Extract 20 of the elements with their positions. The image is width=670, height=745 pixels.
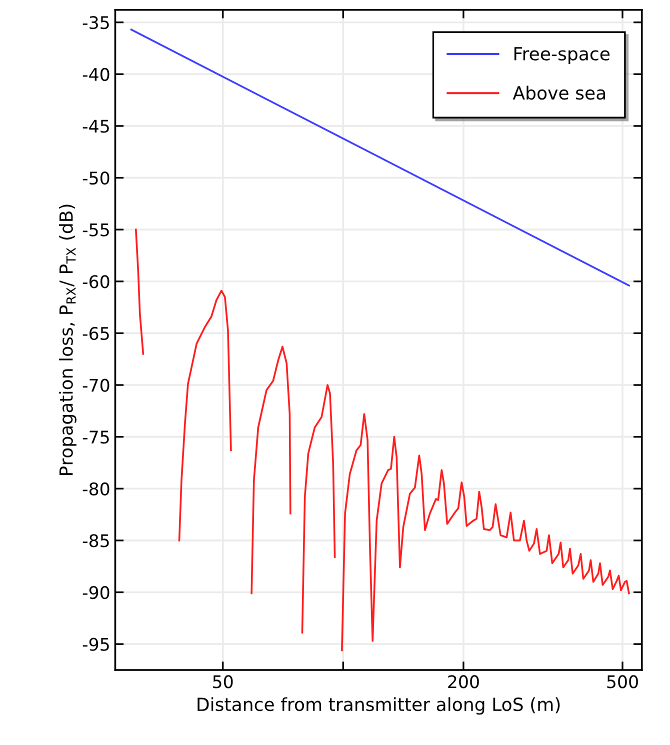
x-tick-label: 200 xyxy=(448,675,479,688)
y-tick-label: -85 xyxy=(82,534,109,548)
y-tick-label: -80 xyxy=(82,482,110,496)
y-tick-label: -45 xyxy=(82,120,109,133)
y-tick-label: -40 xyxy=(82,68,110,81)
y-tick-label: -90 xyxy=(82,586,110,600)
x-axis-title: Distance from transmitter along LoS (m) xyxy=(198,697,560,715)
legend-label: Above sea xyxy=(512,86,606,100)
y-tick-label: -75 xyxy=(82,430,109,444)
y-tick-label: -35 xyxy=(82,16,109,30)
y-tick-label: -55 xyxy=(82,224,109,236)
x-tick-label: 50 xyxy=(213,675,233,688)
x-tick-label: 500 xyxy=(607,675,638,688)
y-tick-label: -60 xyxy=(82,275,110,288)
y-axis-title: Propagation loss, P$_{RX}$/ P$_{TX}$ (dB) xyxy=(58,204,76,475)
y-tick-label: -50 xyxy=(82,171,110,185)
y-tick-label: -65 xyxy=(82,326,109,340)
y-tick-label: -70 xyxy=(82,378,110,392)
legend-label: Free-space xyxy=(514,47,610,64)
y-tick-label: -95 xyxy=(82,638,109,651)
